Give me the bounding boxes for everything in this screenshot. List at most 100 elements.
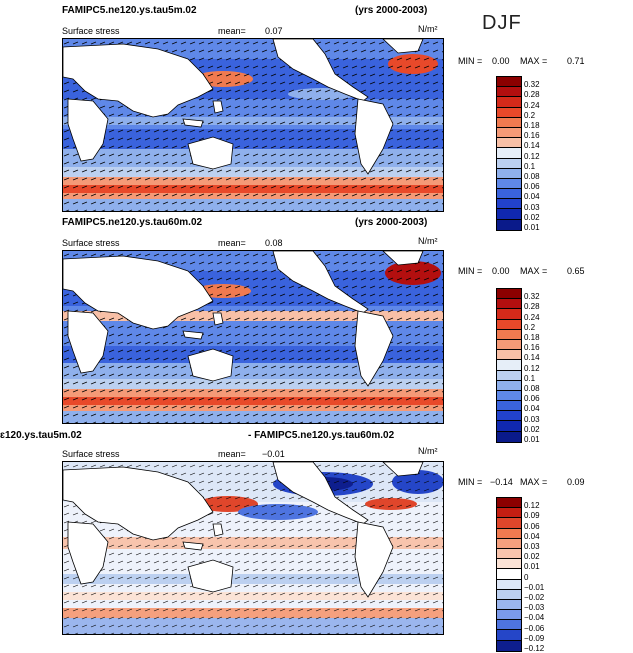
panel1-mean-label: mean= xyxy=(218,26,246,36)
colorbar-tick-label: 0.04 xyxy=(524,404,540,414)
colorbar-tick-label: 0.06 xyxy=(524,182,540,192)
colorbar-tick-label: 0.08 xyxy=(524,171,540,181)
colorbar-tick-label: −0.09 xyxy=(524,633,545,643)
colorbar-swatch xyxy=(497,107,521,118)
colorbar-swatch xyxy=(497,431,521,442)
colorbar-swatch xyxy=(497,168,521,179)
colorbar-swatch xyxy=(497,77,521,88)
colorbar-tick-label: 0.03 xyxy=(524,202,540,212)
season-label: DJF xyxy=(482,12,522,34)
panel1-max: 0.71 xyxy=(567,56,585,66)
panel2-colorbar xyxy=(496,288,522,443)
colorbar-swatch xyxy=(497,209,521,220)
colorbar-tick-label: 0.2 xyxy=(524,322,536,332)
panel1-map-svg xyxy=(63,39,443,211)
colorbar-tick-label: 0.16 xyxy=(524,131,540,141)
colorbar-tick-label: 0.12 xyxy=(524,363,540,373)
colorbar-swatch xyxy=(497,127,521,139)
panel3-min-label: MIN = xyxy=(458,477,483,487)
colorbar-tick-label: 0.1 xyxy=(524,373,536,383)
panel2-mean: 0.08 xyxy=(265,238,283,248)
colorbar-tick-label: 0.32 xyxy=(524,80,540,90)
colorbar-tick-label: 0.32 xyxy=(524,292,540,302)
colorbar-swatch xyxy=(497,559,521,570)
panel1-years: (yrs 2000-2003) xyxy=(355,5,428,16)
colorbar-swatch xyxy=(497,138,521,149)
colorbar-tick-label: 0.02 xyxy=(524,552,540,562)
colorbar-tick-label: 0.1 xyxy=(524,161,536,171)
colorbar-tick-label: 0.02 xyxy=(524,424,540,434)
panel3-title-right: - FAMIPC5.ne120.ys.tau60m.02 xyxy=(248,430,395,441)
colorbar-tick-label: 0 xyxy=(524,572,529,582)
colorbar-swatch xyxy=(497,199,521,210)
panel3-title-left: ɛ120.ys.tau5m.02 xyxy=(0,430,82,441)
panel3-mean-label: mean= xyxy=(218,449,246,459)
panel2-years: (yrs 2000-2003) xyxy=(355,217,428,228)
colorbar-swatch xyxy=(497,178,521,190)
panel2-max-label: MAX = xyxy=(520,266,548,276)
panel2-max: 0.65 xyxy=(567,266,585,276)
panel3-units: N/m² xyxy=(418,446,438,456)
colorbar-tick-label: −0.01 xyxy=(524,582,545,592)
colorbar-swatch xyxy=(497,350,521,361)
colorbar-tick-label: 0.06 xyxy=(524,394,540,404)
colorbar-swatch xyxy=(497,289,521,300)
colorbar-swatch xyxy=(497,589,521,600)
panel1-title: FAMIPC5.ne120.ys.tau5m.02 xyxy=(62,5,197,16)
panel3-max: 0.09 xyxy=(567,477,585,487)
colorbar-swatch xyxy=(497,189,521,200)
colorbar-swatch xyxy=(497,87,521,98)
colorbar-tick-label: 0.09 xyxy=(524,511,540,521)
colorbar-swatch xyxy=(497,401,521,412)
panel2-title: FAMIPC5.ne120.ys.tau60m.02 xyxy=(62,217,203,228)
colorbar-swatch xyxy=(497,620,521,631)
panel2-min-label: MIN = xyxy=(458,266,483,276)
colorbar-tick-label: 0.28 xyxy=(524,90,540,100)
colorbar-swatch xyxy=(497,518,521,529)
colorbar-swatch xyxy=(497,421,521,432)
colorbar-swatch xyxy=(497,117,521,128)
colorbar-tick-label: 0.03 xyxy=(524,541,540,551)
colorbar-swatch xyxy=(497,309,521,320)
colorbar-swatch xyxy=(497,339,521,351)
colorbar-swatch xyxy=(497,548,521,560)
panel1-var: Surface stress xyxy=(62,26,120,36)
colorbar-swatch xyxy=(497,579,521,590)
colorbar-tick-label: 0.01 xyxy=(524,562,540,572)
colorbar-swatch xyxy=(497,97,521,108)
colorbar-swatch xyxy=(497,360,521,371)
colorbar-swatch xyxy=(497,498,521,509)
panel1-colorbar xyxy=(496,76,522,231)
colorbar-tick-label: 0.2 xyxy=(524,110,536,120)
colorbar-tick-label: 0.01 xyxy=(524,434,540,444)
colorbar-swatch xyxy=(497,390,521,402)
panel3-min: −0.14 xyxy=(490,477,513,487)
panel1-max-label: MAX = xyxy=(520,56,548,66)
colorbar-swatch xyxy=(497,610,521,621)
panel3-map-svg xyxy=(63,462,443,634)
colorbar-tick-label: −0.02 xyxy=(524,592,545,602)
colorbar-tick-label: 0.04 xyxy=(524,192,540,202)
colorbar-swatch xyxy=(497,329,521,340)
panel1-min-label: MIN = xyxy=(458,56,483,66)
panel1-mean: 0.07 xyxy=(265,26,283,36)
panel2-map xyxy=(62,250,444,424)
colorbar-tick-label: −0.04 xyxy=(524,613,545,623)
colorbar-swatch xyxy=(497,219,521,230)
panel1-units: N/m² xyxy=(418,24,438,34)
colorbar-tick-label: 0.24 xyxy=(524,100,540,110)
colorbar-swatch xyxy=(497,299,521,310)
panel3-mean: −0.01 xyxy=(262,449,285,459)
colorbar-tick-label: 0.18 xyxy=(524,332,540,342)
colorbar-tick-label: −0.12 xyxy=(524,643,545,653)
colorbar-tick-label: 0.01 xyxy=(524,222,540,232)
colorbar-tick-label: 0.14 xyxy=(524,353,540,363)
colorbar-tick-label: −0.06 xyxy=(524,623,545,633)
colorbar-tick-label: 0.16 xyxy=(524,343,540,353)
panel1-min: 0.00 xyxy=(492,56,510,66)
colorbar-swatch xyxy=(497,528,521,539)
colorbar-swatch xyxy=(497,508,521,519)
colorbar-tick-label: 0.28 xyxy=(524,302,540,312)
colorbar-tick-label: −0.03 xyxy=(524,603,545,613)
colorbar-tick-label: 0.24 xyxy=(524,312,540,322)
